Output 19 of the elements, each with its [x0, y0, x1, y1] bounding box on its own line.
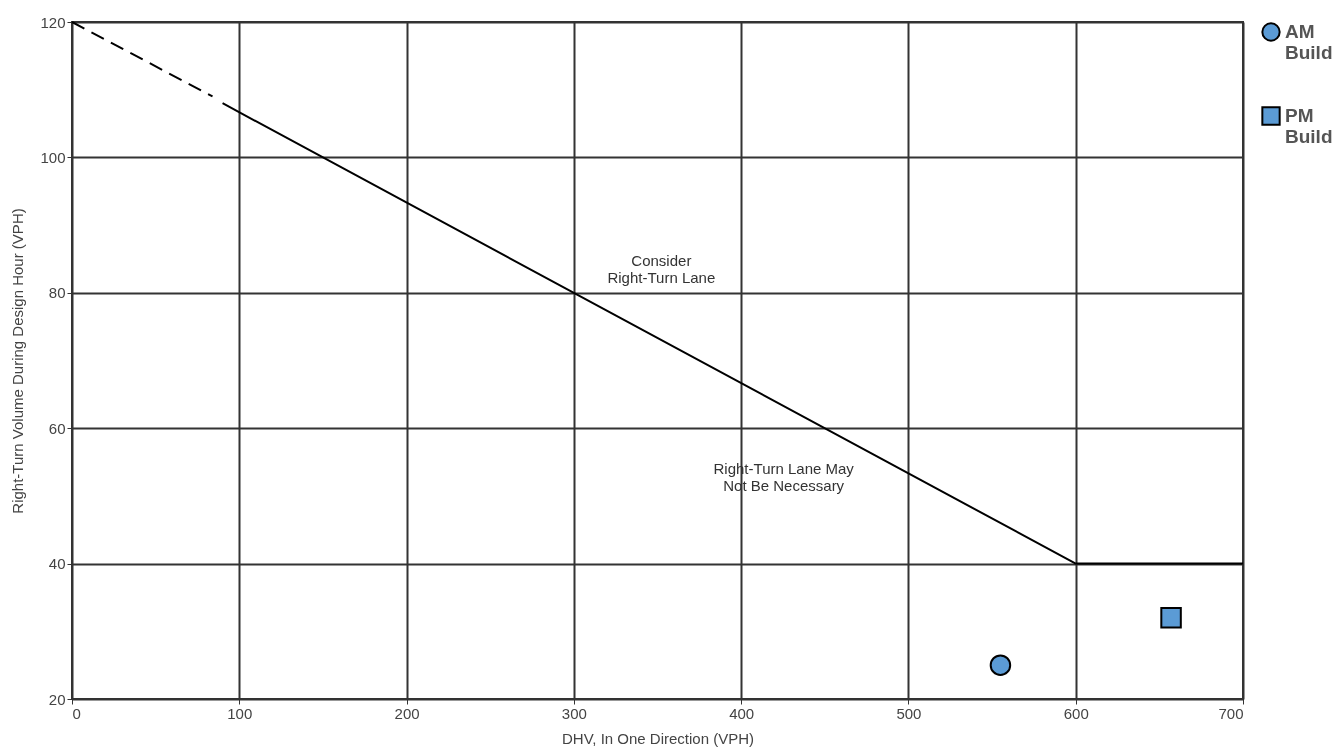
x-tick-label: 0	[72, 704, 81, 722]
y-axis-title: Right-Turn Volume During Design Hour (VPH)	[9, 208, 27, 514]
x-tick-label: 400	[729, 704, 755, 722]
y-tick-label: 60	[48, 419, 66, 437]
x-tick-label: 500	[896, 704, 922, 722]
x-tick-label: 300	[561, 704, 587, 722]
x-tick-label: 700	[1218, 704, 1244, 722]
y-tick-label: 40	[48, 555, 66, 573]
x-tick-label: 100	[227, 704, 253, 722]
x-tick-label: 600	[1063, 704, 1089, 722]
y-tick-label: 100	[40, 148, 66, 166]
x-axis-title: DHV, In One Direction (VPH)	[561, 729, 755, 747]
y-tick-label: 20	[48, 690, 66, 708]
legend-label: AM Build	[1285, 21, 1333, 63]
annotation: Consider Right-Turn Lane	[607, 251, 716, 286]
legend-label: PM Build	[1285, 105, 1333, 147]
x-tick-label: 200	[394, 704, 420, 722]
y-tick-label: 80	[48, 284, 66, 302]
y-tick-label: 120	[40, 13, 66, 31]
